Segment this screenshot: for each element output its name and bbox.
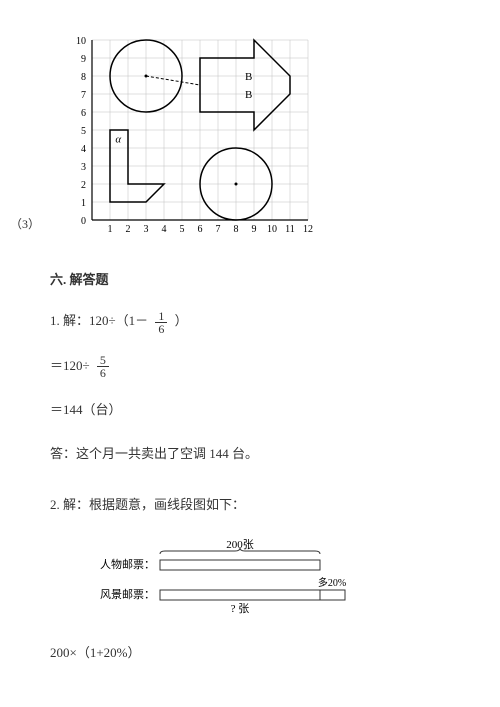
svg-text:3: 3 (81, 162, 86, 173)
svg-text:5: 5 (180, 224, 185, 235)
problem-prefix: （3） (10, 215, 40, 232)
grid-figure: 123456789101112012345678910BBα (70, 20, 450, 244)
p1-line2-prefix: ＝120÷ (50, 358, 90, 373)
svg-text:0: 0 (81, 216, 86, 227)
svg-text:7: 7 (81, 90, 86, 101)
svg-text:3: 3 (144, 224, 149, 235)
svg-text:6: 6 (81, 108, 86, 119)
p1-frac2: 5 6 (97, 354, 109, 379)
svg-text:α: α (115, 134, 121, 146)
svg-text:2: 2 (81, 180, 86, 191)
p1-step2: ＝120÷ 5 6 (50, 353, 450, 380)
svg-text:8: 8 (234, 224, 239, 235)
p1-line1-suffix: ） (175, 313, 188, 328)
svg-text:11: 11 (285, 224, 295, 235)
svg-text:9: 9 (81, 54, 86, 65)
p1-frac2-den: 6 (97, 367, 109, 379)
svg-text:4: 4 (81, 144, 86, 155)
p1-answer: 答：这个月一共卖出了空调 144 台。 (50, 441, 450, 467)
p1-step1: 1. 解：120÷（1－ 1 6 ） (50, 308, 450, 335)
p1-frac1-num: 1 (155, 310, 167, 323)
problem-2: 2. 解：根据题意，画线段图如下： 200张人物邮票：风景邮票：多20%? 张 … (50, 492, 450, 666)
svg-text:1: 1 (108, 224, 113, 235)
problem-1: 1. 解：120÷（1－ 1 6 ） ＝120÷ 5 6 ＝144（台） 答：这… (50, 308, 450, 467)
p2-line1: 2. 解：根据题意，画线段图如下： (50, 492, 450, 518)
grid-svg: 123456789101112012345678910BBα (70, 20, 320, 240)
p2-line2: 200×（1+20%） (50, 640, 450, 666)
svg-text:8: 8 (81, 72, 86, 83)
svg-text:B: B (245, 71, 252, 83)
svg-text:人物邮票：: 人物邮票： (100, 557, 155, 571)
svg-text:风景邮票：: 风景邮票： (100, 588, 155, 601)
svg-text:7: 7 (216, 224, 221, 235)
svg-text:1: 1 (81, 198, 86, 209)
svg-text:9: 9 (252, 224, 257, 235)
p1-step3: ＝144（台） (50, 397, 450, 423)
svg-text:10: 10 (76, 36, 86, 47)
svg-text:B: B (245, 89, 252, 101)
svg-text:4: 4 (162, 224, 167, 235)
svg-text:12: 12 (303, 224, 313, 235)
line-diagram-svg: 200张人物邮票：风景邮票：多20%? 张 (90, 536, 370, 616)
line-diagram: 200张人物邮票：风景邮票：多20%? 张 (90, 536, 450, 625)
section-title: 六. 解答题 (50, 269, 450, 288)
svg-text:5: 5 (81, 126, 86, 137)
p1-frac1-den: 6 (155, 323, 167, 335)
p1-line1-prefix: 1. 解：120÷（1－ (50, 313, 148, 328)
svg-text:? 张: ? 张 (231, 602, 250, 615)
svg-text:2: 2 (126, 224, 131, 235)
svg-text:10: 10 (267, 224, 277, 235)
svg-text:多20%: 多20% (318, 576, 346, 589)
svg-text:6: 6 (198, 224, 203, 235)
p1-frac1: 1 6 (155, 310, 167, 335)
